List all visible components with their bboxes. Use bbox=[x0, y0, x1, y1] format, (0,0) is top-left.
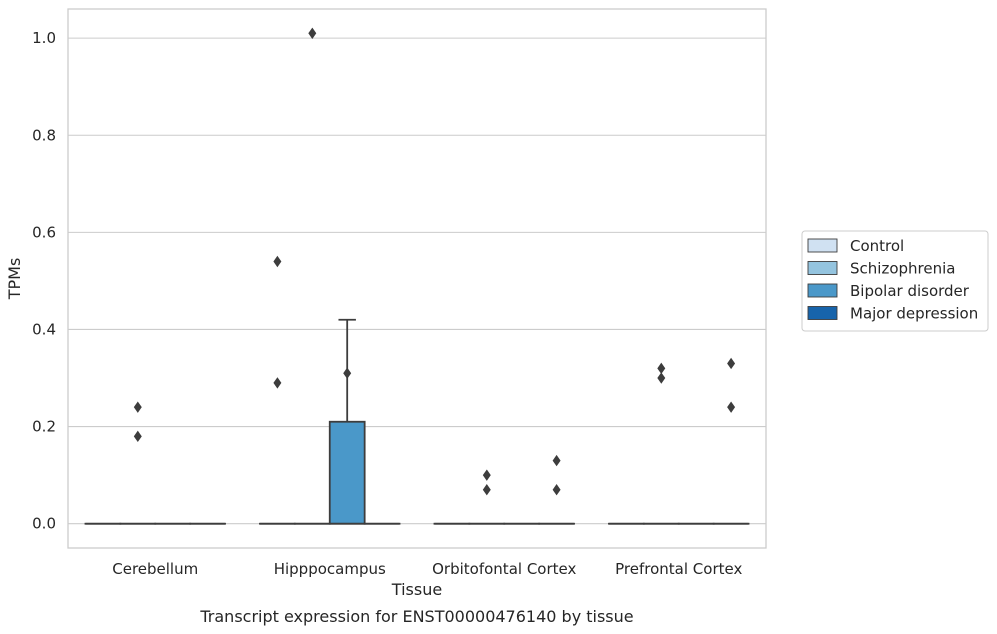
y-axis-label: TPMs bbox=[5, 258, 24, 301]
outlier-point bbox=[133, 401, 142, 413]
box-2-3 bbox=[538, 454, 575, 525]
outlier-point bbox=[308, 27, 317, 39]
legend-swatch bbox=[807, 238, 838, 253]
y-tick-labels: 0.0 0.2 0.4 0.6 0.8 1.0 bbox=[32, 29, 56, 533]
box-3-3 bbox=[712, 357, 750, 525]
x-tick-label: Hipppocampus bbox=[274, 560, 386, 578]
legend-swatch bbox=[807, 306, 838, 320]
legend-label: Major depression bbox=[850, 305, 978, 323]
box-body bbox=[328, 420, 366, 525]
outlier-point bbox=[343, 367, 352, 379]
outlier-point bbox=[273, 255, 282, 268]
box-2-1 bbox=[468, 469, 506, 525]
outlier-point bbox=[273, 377, 282, 389]
plot-area-frame bbox=[67, 8, 767, 549]
outlier-point bbox=[727, 357, 736, 370]
y-tick-label: 1.0 bbox=[32, 29, 56, 47]
legend-items: Control Schizophrenia Bipolar disorder Majo… bbox=[807, 237, 978, 323]
boxes bbox=[84, 27, 750, 525]
box-0-1 bbox=[119, 401, 157, 525]
y-tick-label: 0.8 bbox=[32, 126, 56, 144]
outlier-point bbox=[133, 430, 142, 443]
box-3-1 bbox=[642, 362, 680, 525]
legend: Control Schizophrenia Bipolar disorder Majo… bbox=[801, 230, 989, 332]
outlier-point bbox=[552, 484, 561, 496]
legend-label: Control bbox=[850, 237, 904, 255]
legend-swatch bbox=[807, 283, 838, 298]
outlier-point bbox=[552, 454, 561, 467]
chart-caption: Transcript expression for ENST0000047614… bbox=[199, 607, 633, 626]
outlier-point bbox=[482, 484, 491, 496]
y-tick-label: 0.6 bbox=[32, 223, 56, 241]
outlier-point bbox=[657, 362, 666, 375]
legend-label: Bipolar disorder bbox=[850, 282, 970, 300]
x-tick-labels: Cerebellum Hipppocampus Orbitofontal Corte… bbox=[112, 560, 742, 578]
outlier-point bbox=[657, 372, 666, 384]
box-1-1 bbox=[293, 27, 331, 525]
legend-swatch bbox=[807, 261, 838, 275]
x-tick-label: Cerebellum bbox=[112, 560, 198, 578]
y-tick-label: 0.4 bbox=[32, 320, 56, 338]
legend-label: Schizophrenia bbox=[850, 260, 955, 278]
box-1-2 bbox=[328, 318, 366, 525]
box-1-0 bbox=[259, 255, 296, 525]
x-axis-label: Tissue bbox=[391, 580, 442, 599]
y-tick-label: 0.0 bbox=[32, 515, 56, 533]
legend-frame bbox=[801, 230, 989, 332]
grid-lines bbox=[68, 37, 766, 525]
outlier-point bbox=[727, 401, 736, 413]
outlier-point bbox=[482, 469, 491, 481]
x-tick-label: Orbitofontal Cortex bbox=[432, 560, 576, 578]
x-tick-label: Prefrontal Cortex bbox=[615, 560, 742, 578]
y-tick-label: 0.2 bbox=[32, 418, 56, 436]
